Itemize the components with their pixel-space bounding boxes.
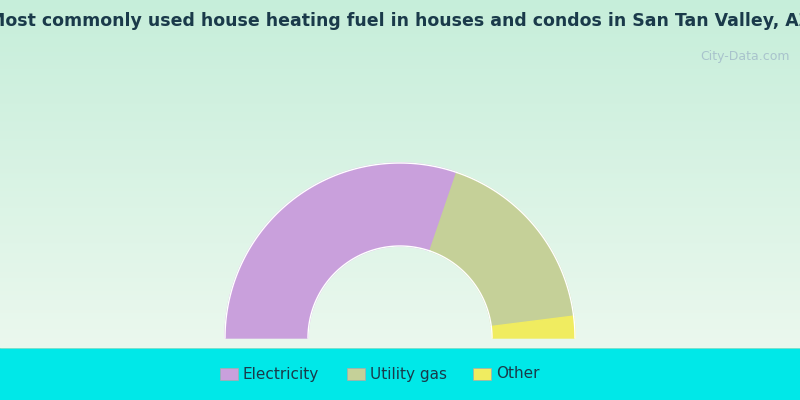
Polygon shape [225, 163, 457, 338]
Text: Electricity: Electricity [243, 366, 319, 382]
Bar [220, 368, 238, 380]
Bar [346, 368, 365, 380]
Text: City-Data.com: City-Data.com [701, 50, 790, 63]
Text: Other: Other [496, 366, 540, 382]
Text: Most commonly used house heating fuel in houses and condos in San Tan Valley, AZ: Most commonly used house heating fuel in… [0, 12, 800, 30]
Bar [474, 368, 491, 380]
Text: Utility gas: Utility gas [370, 366, 446, 382]
Polygon shape [430, 172, 574, 326]
Polygon shape [491, 316, 575, 338]
